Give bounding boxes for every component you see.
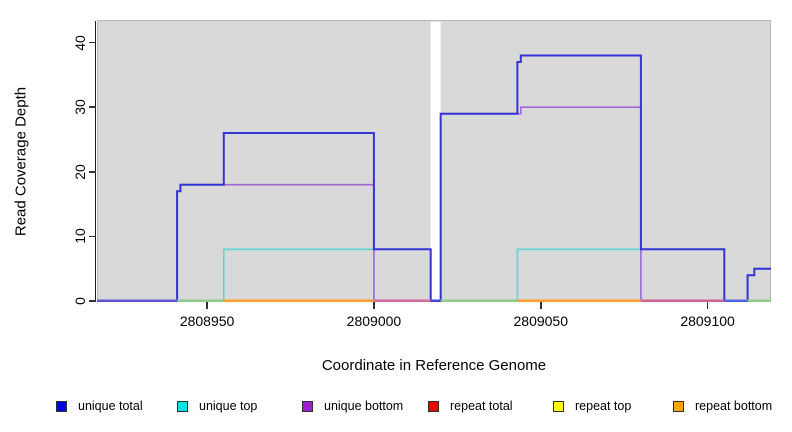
legend-item: unique top	[177, 394, 257, 418]
legend-swatch-icon	[673, 400, 684, 412]
coverage-plot-svg	[97, 21, 771, 302]
legend-swatch-icon	[553, 400, 564, 412]
y-tick	[89, 41, 96, 44]
y-tick-label: 0	[72, 297, 88, 305]
y-tick	[89, 171, 96, 173]
x-axis-title: Coordinate in Reference Genome	[321, 357, 547, 374]
y-tick-label: 10	[72, 228, 88, 245]
x-tick	[373, 302, 375, 309]
y-tick-label: 30	[72, 99, 88, 115]
legend-swatch-icon	[177, 400, 188, 412]
legend: unique total unique top unique bottom repea…	[0, 394, 792, 420]
legend-item: repeat total	[428, 394, 513, 418]
x-tick	[539, 302, 542, 309]
legend-label: unique bottom	[324, 399, 404, 413]
legend-label: repeat bottom	[695, 399, 773, 413]
legend-swatch-icon	[302, 400, 313, 412]
y-tick-label: 20	[72, 164, 88, 180]
y-axis-title: Read Coverage Depth	[12, 86, 30, 237]
plot-panel	[97, 20, 771, 302]
legend-swatch-icon	[56, 400, 67, 412]
legend-item: unique total	[56, 394, 143, 418]
coverage-gap	[430, 21, 441, 302]
x-tick-label: 2809050	[513, 313, 569, 329]
legend-label: repeat top	[575, 399, 632, 413]
legend-label: unique total	[78, 399, 143, 413]
legend-item: repeat top	[553, 394, 631, 418]
x-tick-label: 2809100	[680, 313, 735, 329]
x-tick	[706, 302, 709, 309]
x-tick-label: 2808950	[179, 313, 235, 329]
y-tick	[89, 106, 96, 108]
legend-label: repeat total	[450, 399, 513, 413]
legend-item: repeat bottom	[673, 394, 772, 418]
x-tick	[206, 302, 208, 309]
legend-item: unique bottom	[302, 394, 403, 418]
y-axis-line	[94, 21, 97, 302]
y-tick-label: 40	[72, 34, 88, 51]
y-tick	[89, 235, 96, 238]
legend-label: unique top	[199, 399, 258, 413]
legend-swatch-icon	[428, 400, 439, 412]
x-tick-label: 2809000	[346, 313, 402, 329]
y-tick	[89, 300, 96, 302]
